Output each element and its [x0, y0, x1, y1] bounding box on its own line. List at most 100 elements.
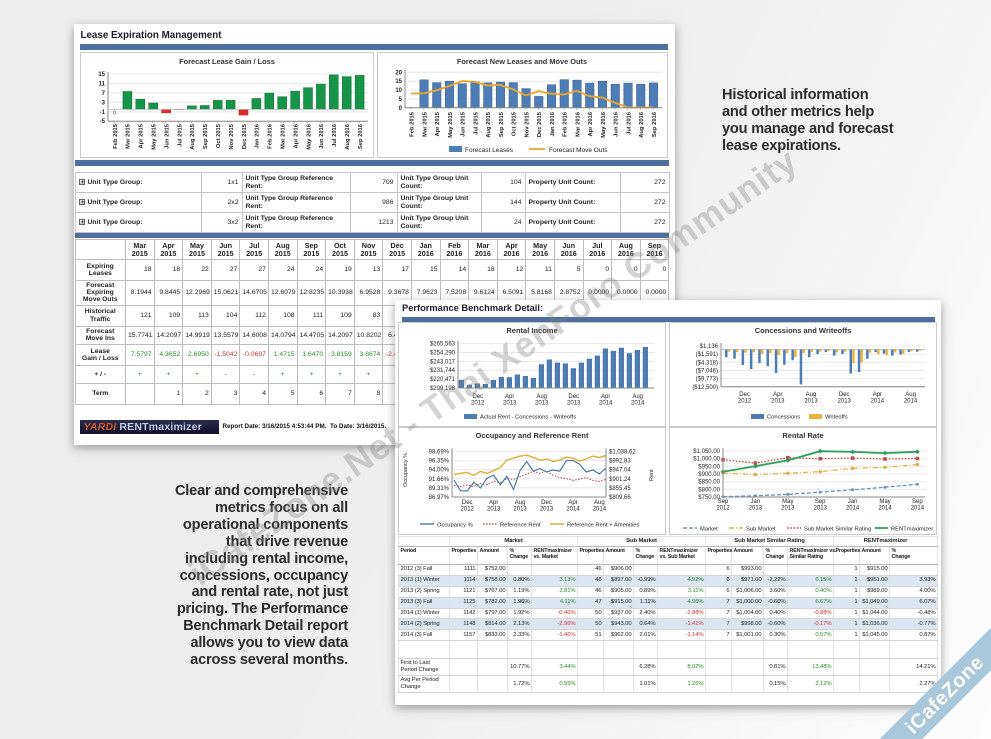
svg-text:$1,136: $1,136 — [699, 344, 718, 350]
svg-text:Apr 2016: Apr 2016 — [293, 123, 299, 148]
svg-text:$220,471: $220,471 — [430, 377, 456, 383]
svg-text:98.69%: 98.69% — [429, 449, 450, 455]
svg-text:Dec: Dec — [462, 500, 473, 506]
svg-text:($7,046): ($7,046) — [695, 369, 717, 375]
svg-text:89.31%: 89.31% — [429, 486, 450, 492]
svg-text:Jul 2016: Jul 2016 — [626, 111, 632, 135]
svg-text:Market: Market — [700, 527, 718, 533]
svg-text:91.66%: 91.66% — [429, 477, 450, 483]
svg-text:$850.00: $850.00 — [698, 480, 720, 486]
svg-text:Oct 2015: Oct 2015 — [216, 123, 222, 148]
svg-text:Jan: Jan — [847, 499, 857, 505]
svg-text:2014: 2014 — [870, 399, 884, 405]
svg-text:Jan: Jan — [750, 499, 760, 505]
svg-text:Jun 2015: Jun 2015 — [164, 123, 170, 149]
svg-text:Sep: Sep — [717, 499, 728, 505]
svg-text:2013: 2013 — [567, 401, 581, 407]
svg-text:20: 20 — [395, 70, 402, 76]
svg-text:Nov 2015: Nov 2015 — [524, 111, 530, 137]
svg-text:2014: 2014 — [845, 506, 859, 512]
svg-text:2014: 2014 — [903, 399, 917, 405]
svg-text:Sep: Sep — [912, 499, 923, 505]
svg-text:Occupancy and Reference Rent: Occupancy and Reference Rent — [476, 431, 589, 440]
svg-text:Jul 2015: Jul 2015 — [177, 123, 183, 147]
svg-text:$265,563: $265,563 — [430, 342, 456, 348]
svg-text:2013: 2013 — [771, 399, 785, 405]
svg-text:May 2015: May 2015 — [447, 111, 453, 138]
svg-text:$900.00: $900.00 — [698, 472, 720, 478]
svg-text:Dec: Dec — [739, 392, 750, 398]
svg-text:Aug 2015: Aug 2015 — [486, 111, 492, 138]
svg-text:Apr: Apr — [872, 392, 881, 398]
svg-text:$809.66: $809.66 — [609, 495, 631, 501]
svg-text:Jun 2015: Jun 2015 — [460, 111, 466, 137]
svg-text:Jun 2016: Jun 2016 — [319, 123, 325, 149]
svg-text:11: 11 — [99, 81, 106, 87]
svg-text:0: 0 — [398, 106, 402, 112]
svg-text:2013: 2013 — [513, 507, 527, 513]
svg-text:Concessions: Concessions — [767, 415, 800, 421]
svg-text:Forecast Lease Gain / Loss: Forecast Lease Gain / Loss — [179, 57, 275, 66]
svg-text:$209,198: $209,198 — [430, 386, 456, 392]
svg-text:Mar 2016: Mar 2016 — [281, 123, 287, 149]
svg-text:$254,290: $254,290 — [430, 351, 456, 357]
svg-text:Aug: Aug — [536, 394, 547, 400]
svg-text:Feb 2016: Feb 2016 — [562, 111, 568, 137]
svg-text:2012: 2012 — [716, 506, 730, 512]
svg-text:Mar 2016: Mar 2016 — [575, 111, 581, 137]
svg-text:May 2016: May 2016 — [600, 111, 606, 138]
svg-text:2013: 2013 — [813, 506, 827, 512]
svg-text:Rental Income: Rental Income — [506, 326, 557, 335]
svg-text:$1,038.62: $1,038.62 — [609, 449, 636, 455]
svg-text:Oct 2015: Oct 2015 — [511, 111, 517, 136]
svg-text:Occupancy %: Occupancy % — [403, 453, 409, 487]
svg-text:Apr: Apr — [601, 394, 610, 400]
svg-text:Jul 2016: Jul 2016 — [332, 123, 338, 147]
svg-text:Aug: Aug — [805, 392, 816, 398]
svg-text:Jan 2016: Jan 2016 — [549, 111, 555, 136]
svg-text:May 2016: May 2016 — [306, 123, 312, 150]
svg-text:2013: 2013 — [503, 401, 517, 407]
svg-text:2012: 2012 — [461, 507, 475, 513]
svg-text:RENTmaximizer: RENTmaximizer — [891, 527, 933, 533]
svg-text:Sep 2016: Sep 2016 — [651, 111, 657, 137]
svg-text:86.97%: 86.97% — [429, 495, 450, 501]
svg-text:Apr 2015: Apr 2015 — [435, 111, 441, 136]
svg-text:Rental Rate: Rental Rate — [782, 431, 823, 440]
svg-text:2012: 2012 — [737, 399, 751, 405]
svg-text:2013: 2013 — [781, 506, 795, 512]
svg-text:Aug 2016: Aug 2016 — [345, 123, 351, 150]
svg-text:Dec 2015: Dec 2015 — [537, 111, 543, 137]
svg-text:7: 7 — [102, 91, 106, 97]
svg-text:$855.45: $855.45 — [609, 486, 631, 492]
svg-text:($1,591): ($1,591) — [695, 352, 717, 358]
svg-text:5: 5 — [398, 97, 402, 103]
svg-text:$750.00: $750.00 — [698, 495, 720, 501]
svg-text:Apr: Apr — [568, 500, 577, 506]
svg-text:2013: 2013 — [540, 507, 554, 513]
svg-text:Apr: Apr — [505, 394, 514, 400]
svg-text:Jun 2016: Jun 2016 — [613, 111, 619, 137]
svg-text:2012: 2012 — [471, 401, 485, 407]
svg-text:3: 3 — [102, 100, 106, 106]
svg-text:0: 0 — [113, 110, 116, 116]
svg-text:Forecast Leases: Forecast Leases — [465, 147, 514, 154]
svg-text:Mar 2015: Mar 2015 — [126, 123, 132, 149]
svg-text:-5: -5 — [100, 119, 106, 125]
svg-text:Nov 2015: Nov 2015 — [229, 123, 235, 149]
svg-text:2014: 2014 — [631, 401, 645, 407]
svg-text:Sep: Sep — [814, 499, 825, 505]
svg-text:Feb 2016: Feb 2016 — [268, 123, 274, 149]
svg-text:May 2015: May 2015 — [152, 123, 158, 150]
svg-text:2013: 2013 — [748, 506, 762, 512]
svg-text:Apr 2016: Apr 2016 — [588, 111, 594, 136]
svg-text:Jan 2016: Jan 2016 — [255, 123, 261, 148]
svg-text:96.35%: 96.35% — [429, 459, 450, 465]
svg-text:Apr 2015: Apr 2015 — [139, 123, 145, 148]
svg-text:Sub Market: Sub Market — [746, 527, 776, 533]
svg-text:Rent: Rent — [649, 469, 655, 481]
svg-text:Reference Rent + Amenities: Reference Rent + Amenities — [567, 523, 639, 529]
svg-text:Sep 2015: Sep 2015 — [498, 111, 504, 137]
svg-text:94.00%: 94.00% — [429, 468, 450, 474]
svg-text:10: 10 — [395, 88, 402, 94]
